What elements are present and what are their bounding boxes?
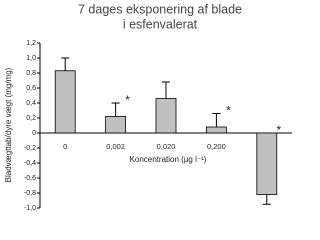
y-tick-label: 0,2 bbox=[26, 115, 36, 122]
y-tick-label: 0,4 bbox=[26, 100, 36, 107]
bar bbox=[256, 132, 278, 195]
y-tick-label: 1,0 bbox=[26, 55, 36, 62]
x-tick-label: 0,020 bbox=[157, 142, 176, 151]
y-tick-label: 1,2 bbox=[26, 40, 36, 47]
x-axis-label: Koncentration (µg l⁻¹) bbox=[130, 155, 207, 164]
y-tick-label: -0,6 bbox=[24, 175, 36, 182]
significance-mark: * bbox=[125, 93, 130, 107]
bar bbox=[54, 70, 76, 134]
bar bbox=[205, 126, 227, 134]
x-tick-label: 0,200 bbox=[207, 142, 226, 151]
chart: 7 dages eksponering af blade i esfenvale… bbox=[4, 2, 292, 212]
bar bbox=[155, 98, 177, 134]
y-axis-label: Bladvægttab/dyre vægt (mg/mg) bbox=[4, 67, 13, 182]
chart-title: 7 dages eksponering af blade bbox=[78, 2, 242, 16]
y-tick-label: 0,8 bbox=[26, 70, 36, 77]
chart-title: i esfenvalerat bbox=[123, 17, 198, 31]
significance-mark: * bbox=[226, 104, 231, 118]
x-tick-label: 0 bbox=[63, 142, 67, 151]
bar bbox=[105, 116, 126, 134]
y-tick-label: 0 bbox=[32, 130, 36, 137]
y-tick-label: 0,6 bbox=[26, 85, 36, 92]
y-tick-label: -0,2 bbox=[24, 145, 36, 152]
y-tick-label: -0,8 bbox=[24, 190, 36, 197]
y-tick-label: -0,4 bbox=[24, 160, 36, 167]
y-tick-label: -1,0 bbox=[24, 205, 36, 212]
x-tick-label: 0,002 bbox=[106, 142, 125, 151]
significance-mark: * bbox=[276, 123, 281, 137]
